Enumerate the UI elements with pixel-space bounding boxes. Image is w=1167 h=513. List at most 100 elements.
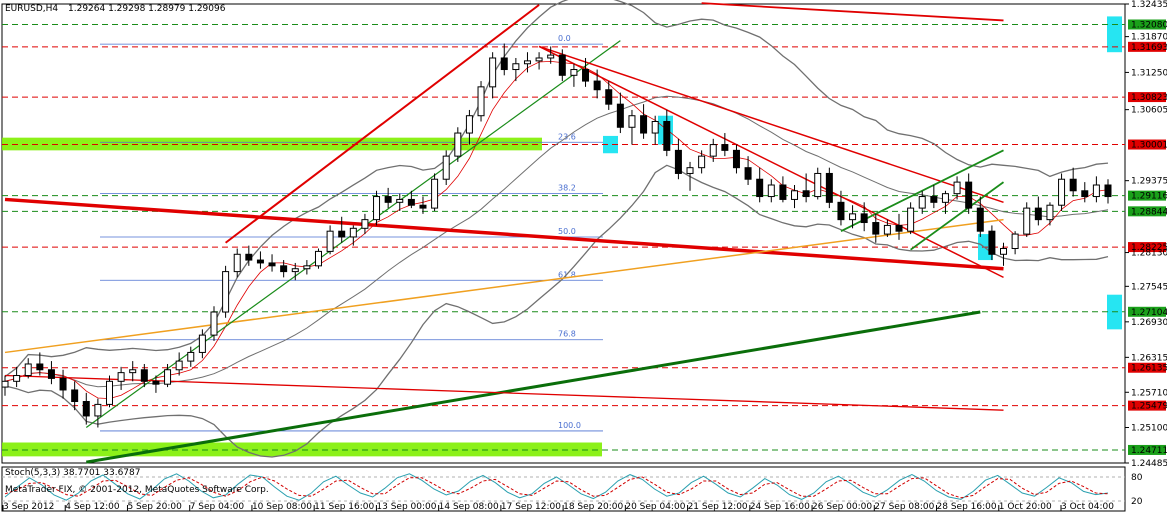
candle-body xyxy=(628,115,636,128)
time-label: 28 Sep 16:00 xyxy=(937,502,997,512)
candle-body xyxy=(396,198,404,203)
stoch-axis-20: 20 xyxy=(1131,497,1143,507)
highlight-zones xyxy=(2,16,1122,457)
price-tick-label: 1.27545 xyxy=(1131,282,1167,292)
price-tick-label: 1.25100 xyxy=(1131,423,1167,433)
chart-symbol: EURUSD,H4 xyxy=(5,4,58,14)
time-label: 3 Oct 04:00 xyxy=(1061,502,1114,512)
candle-body xyxy=(732,149,740,169)
candle-body xyxy=(941,193,949,203)
time-label: 10 Sep 08:00 xyxy=(252,502,312,512)
candle-body xyxy=(361,219,369,229)
green-short-channel xyxy=(910,181,1005,251)
fib-label: 76.8 xyxy=(558,330,576,339)
time-label: 3 Sep 2012 xyxy=(3,502,54,512)
time-label: 27 Sep 08:00 xyxy=(874,502,934,512)
price-tick-label: 1.26315 xyxy=(1131,353,1167,363)
candle-body xyxy=(883,224,891,235)
candle-body xyxy=(187,351,195,362)
candle-body xyxy=(500,57,508,71)
time-label: 17 Sep 12:00 xyxy=(501,502,561,512)
candle-body xyxy=(164,369,172,385)
level-tag-label: 1.30823 xyxy=(1131,93,1167,103)
candle-body xyxy=(280,265,288,273)
level-tag-label: 1.28225 xyxy=(1131,243,1167,253)
candle-body xyxy=(233,253,241,273)
candle-body xyxy=(523,60,531,65)
candle-body xyxy=(36,363,44,371)
candle-body xyxy=(477,86,485,117)
red-downtrend-line-2 xyxy=(538,45,1004,204)
candle-body xyxy=(849,213,857,221)
horizontal-levels: 1.32080 1.31693 1.30823 1.30001 1.29116 1.288… xyxy=(2,19,1167,456)
candle-body xyxy=(384,196,392,203)
candlesticks xyxy=(1,43,1112,428)
level-tag-label: 1.27104 xyxy=(1131,308,1167,318)
bollinger-bands xyxy=(4,0,1109,458)
candle-body xyxy=(547,54,555,59)
level-tag xyxy=(1128,92,1166,103)
candle-body xyxy=(512,63,520,71)
candle-body xyxy=(152,380,160,385)
time-label: 26 Sep 00:00 xyxy=(812,502,872,512)
candle-body xyxy=(535,57,543,62)
level-tag xyxy=(1128,306,1166,317)
candle-body xyxy=(686,167,694,174)
stoch-main-line xyxy=(4,473,1109,501)
main-frame xyxy=(1,3,1126,464)
time-label: 11 Sep 16:00 xyxy=(314,502,374,512)
stochastic-subwindow: 80 20 xyxy=(2,473,1143,507)
candle-body xyxy=(1,380,9,388)
candle-body xyxy=(1046,204,1054,221)
candle-body xyxy=(24,363,32,377)
level-tag-label: 1.29116 xyxy=(1131,192,1167,202)
candle-body xyxy=(465,115,473,134)
time-label: 1 Oct 20:00 xyxy=(999,502,1052,512)
candle-body xyxy=(314,250,322,267)
candle-body xyxy=(605,89,613,105)
candle-body xyxy=(175,360,183,371)
price-tick-label: 1.30605 xyxy=(1131,106,1167,116)
time-label: 14 Sep 08:00 xyxy=(439,502,499,512)
major-green-trendline xyxy=(86,310,981,464)
candle-body xyxy=(140,369,148,382)
candle-body xyxy=(907,207,915,232)
orange-trendline xyxy=(4,218,1004,354)
candle-body xyxy=(616,103,624,128)
candle-body xyxy=(860,213,868,224)
level-tag-label: 1.31693 xyxy=(1131,43,1167,53)
level-tag xyxy=(1128,19,1166,30)
candle-body xyxy=(442,155,450,180)
level-tag xyxy=(1128,362,1166,373)
price-tick-label: 1.31250 xyxy=(1131,68,1167,78)
level-tag-label: 1.24711 xyxy=(1131,446,1167,456)
candle-body xyxy=(582,69,590,82)
candle-body xyxy=(338,230,346,238)
candle-body xyxy=(779,184,787,200)
candle-body xyxy=(291,268,299,273)
candle-body xyxy=(1000,248,1008,255)
price-tick-label: 1.32435 xyxy=(1131,0,1167,10)
support-zone-lower xyxy=(2,442,602,457)
fib-label: 0.0 xyxy=(558,34,571,43)
candle-body xyxy=(13,375,21,382)
candle-body xyxy=(1092,184,1100,198)
fib-label: 50.0 xyxy=(558,227,576,236)
candle-body xyxy=(988,230,996,255)
candle-body xyxy=(709,144,717,157)
level-tag xyxy=(1128,242,1166,253)
candle-body xyxy=(129,369,137,374)
trendlines xyxy=(4,2,1005,464)
time-label: 7 Sep 04:00 xyxy=(190,502,245,512)
candle-body xyxy=(489,57,497,88)
candle-body xyxy=(198,334,206,353)
candle-body xyxy=(953,181,961,195)
candle-body xyxy=(326,230,334,252)
price-tick-label: 1.29375 xyxy=(1131,177,1167,187)
candle-body xyxy=(930,196,938,203)
candle-body xyxy=(837,201,845,221)
cyan-marker-1 xyxy=(1107,16,1122,53)
candle-body xyxy=(965,181,973,209)
time-label: 24 Sep 16:00 xyxy=(750,502,810,512)
